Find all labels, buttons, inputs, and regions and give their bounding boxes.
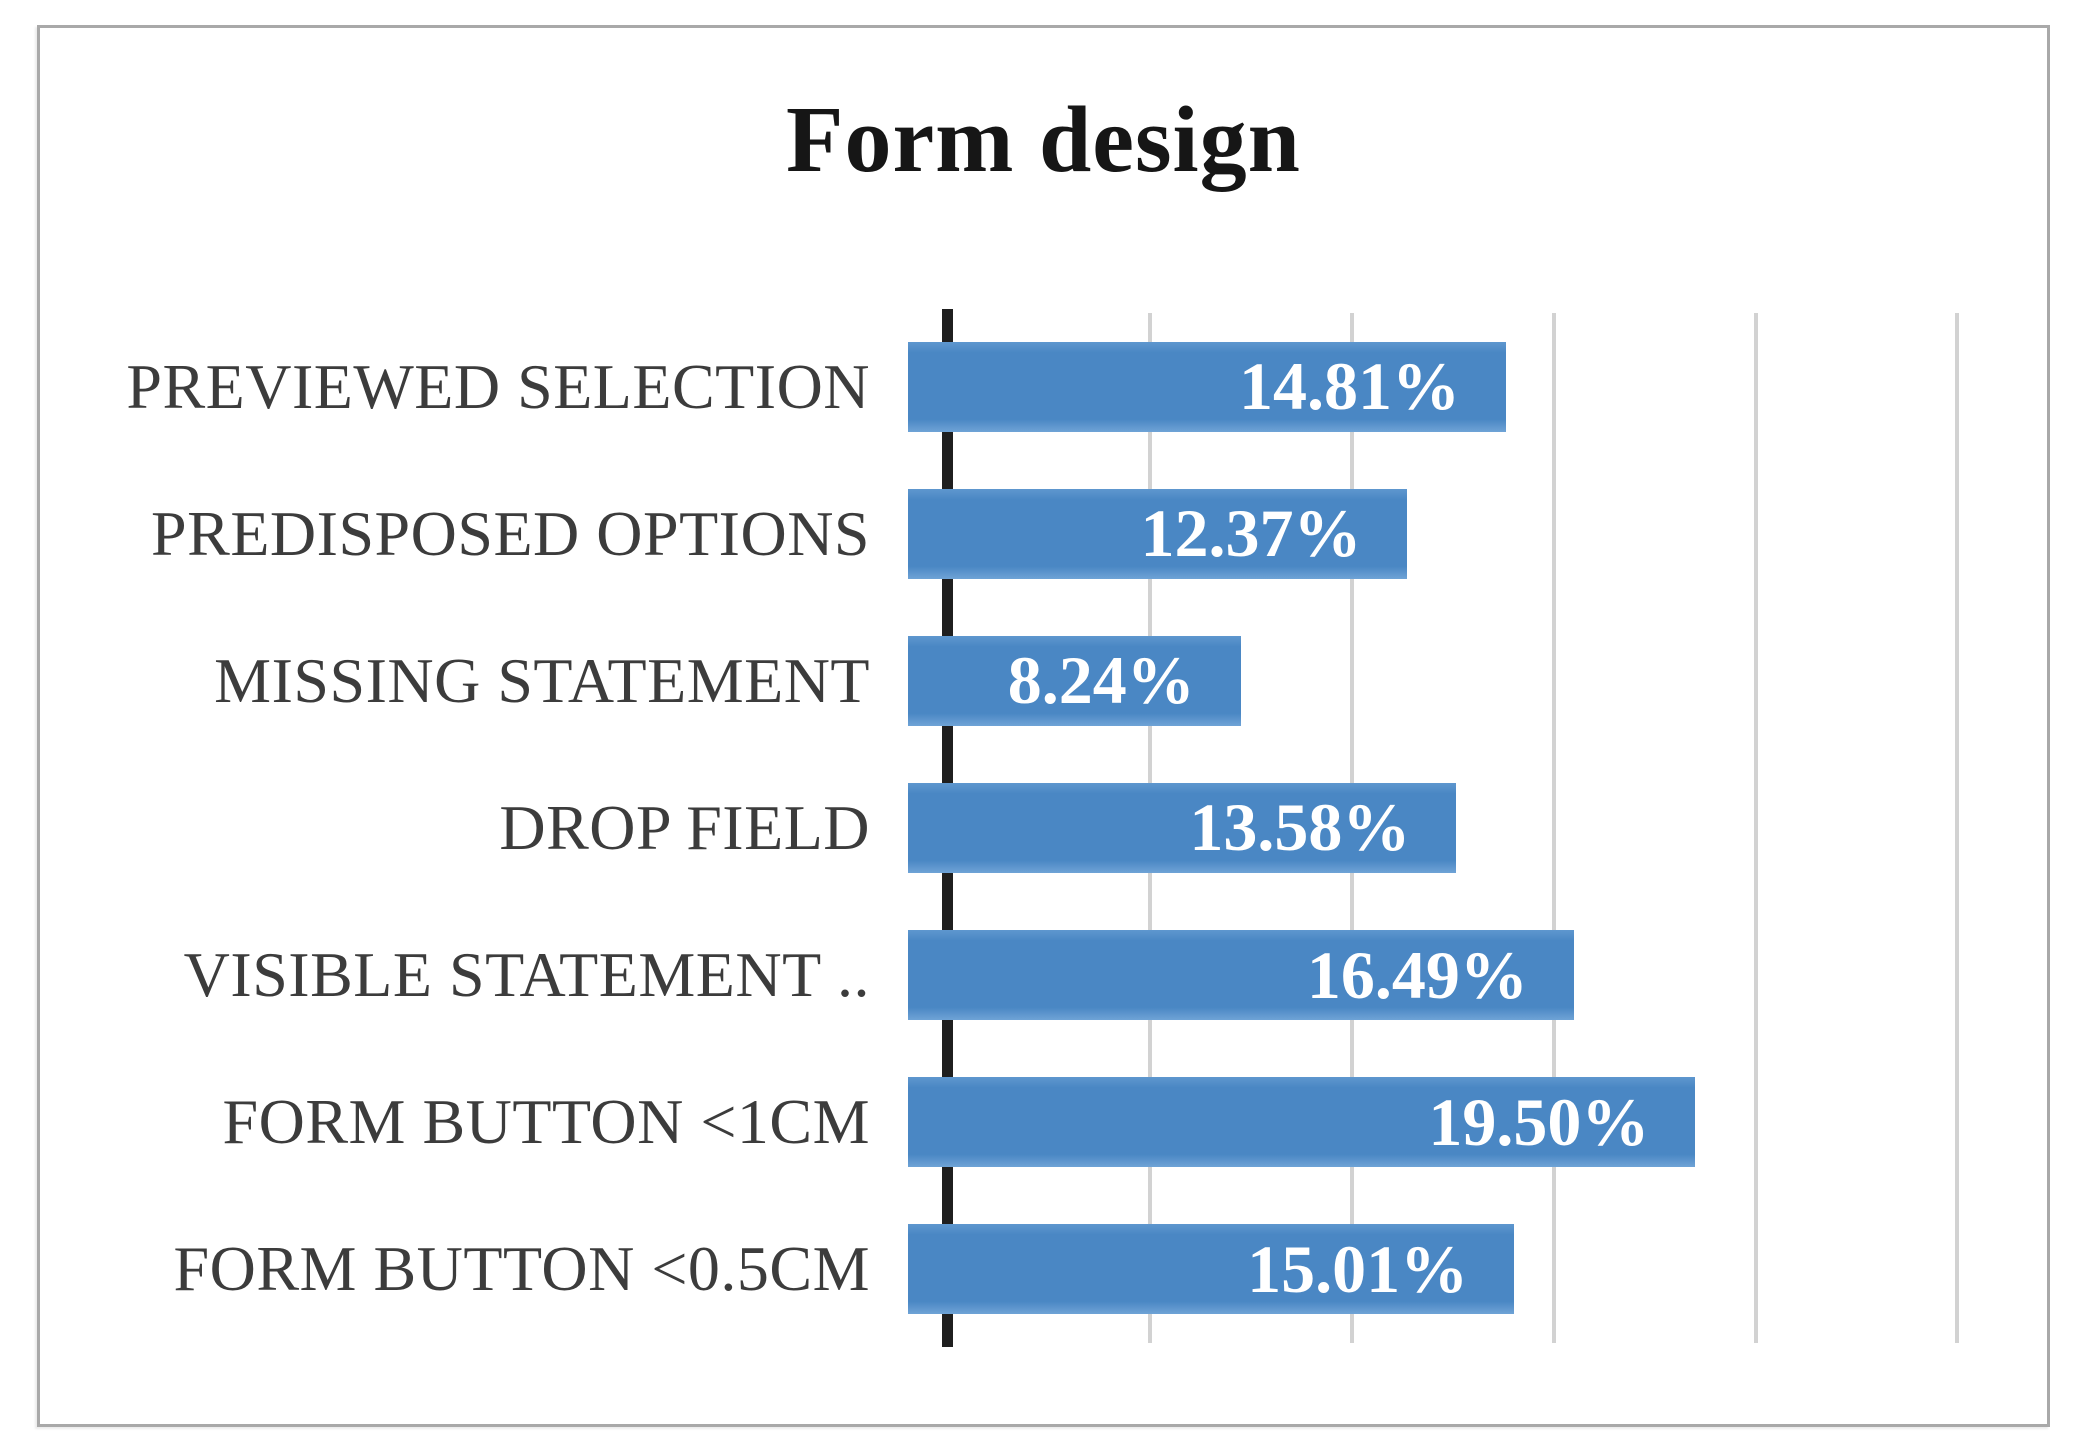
data-bar: 15.01% [908, 1224, 1515, 1315]
bar-track: 15.01% [908, 1196, 2053, 1343]
bar-track: 14.81% [908, 313, 2053, 460]
data-label: 19.50% [1428, 1083, 1650, 1160]
category-label: DROP FIELD [499, 791, 870, 863]
data-bar: 14.81% [908, 341, 1506, 432]
bar-row: PREDISPOSED OPTIONS 12.37% [40, 460, 2053, 607]
bar-row: FORM BUTTON <1CM 19.50% [40, 1049, 2053, 1196]
bar-track: 19.50% [908, 1049, 2053, 1196]
data-bar: 16.49% [908, 930, 1574, 1021]
data-label: 16.49% [1306, 936, 1528, 1013]
category-label: FORM BUTTON <0.5CM [173, 1233, 870, 1305]
chart-frame: Form design PREVIEWED SELECTION 14.81% PRE… [37, 25, 2050, 1427]
bar-track: 16.49% [908, 902, 2053, 1049]
gridline-20pct [1753, 313, 1758, 1343]
bar-row: VISIBLE STATEMENT .. 16.49% [40, 902, 2053, 1049]
data-label: 15.01% [1247, 1230, 1469, 1307]
data-bar: 19.50% [908, 1077, 1696, 1168]
data-bar: 8.24% [908, 635, 1241, 726]
category-label: PREVIEWED SELECTION [126, 350, 870, 422]
bar-track: 8.24% [908, 607, 2053, 754]
data-bar: 13.58% [908, 782, 1457, 873]
bar-row: PREVIEWED SELECTION 14.81% [40, 313, 2053, 460]
bar-rows: PREVIEWED SELECTION 14.81% PREDISPOSED OPT… [40, 313, 2053, 1343]
bar-row: FORM BUTTON <0.5CM 15.01% [40, 1196, 2053, 1343]
data-bar: 12.37% [908, 488, 1408, 579]
bar-row: MISSING STATEMENT 8.24% [40, 607, 2053, 754]
category-label: MISSING STATEMENT [214, 644, 870, 716]
category-label: PREDISPOSED OPTIONS [151, 497, 870, 569]
bar-track: 12.37% [908, 460, 2053, 607]
gridline-25pct [1955, 313, 1960, 1343]
chart-title: Form design [786, 88, 1301, 192]
bar-track: 13.58% [908, 754, 2053, 901]
gridline-15pct [1551, 313, 1556, 1343]
data-label: 12.37% [1140, 495, 1362, 572]
data-label: 14.81% [1238, 348, 1460, 425]
category-label: FORM BUTTON <1CM [222, 1086, 870, 1158]
bar-row: DROP FIELD 13.58% [40, 754, 2053, 901]
data-label: 13.58% [1189, 789, 1411, 866]
data-label: 8.24% [1007, 642, 1195, 719]
category-label: VISIBLE STATEMENT .. [183, 939, 870, 1011]
